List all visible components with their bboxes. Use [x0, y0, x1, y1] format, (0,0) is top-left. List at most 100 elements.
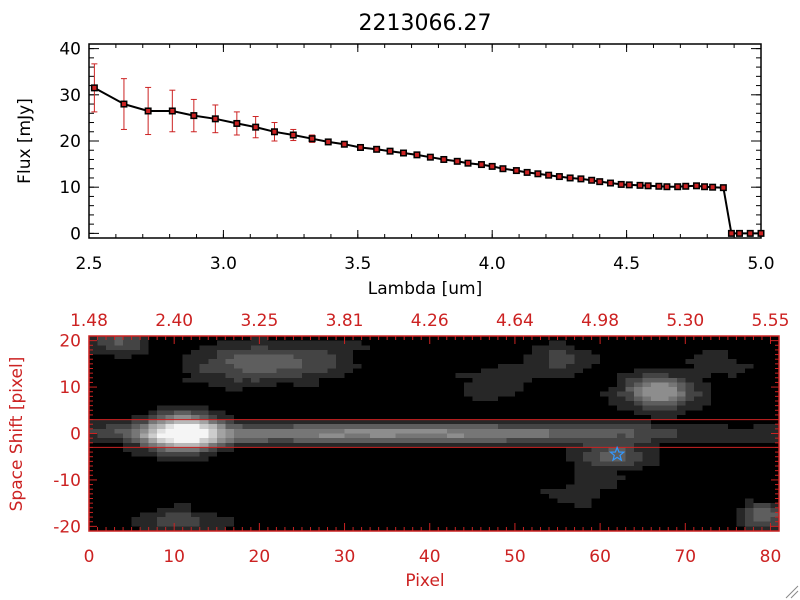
y-tick-labels: 0 10 20 30 40: [59, 40, 81, 245]
data-point-center: [646, 183, 651, 188]
aperture-lines: [89, 419, 779, 448]
data-point-center: [401, 151, 406, 156]
data-point-center: [121, 102, 126, 107]
space-shift-tick-label: -10: [53, 471, 81, 491]
pixel-axis-title: Pixel: [405, 571, 444, 591]
pixel-tick-label: 50: [504, 547, 526, 567]
data-point-center: [191, 113, 196, 118]
x-tick-label: 4.0: [479, 254, 506, 274]
wavelength-tick-label: 3.25: [240, 311, 278, 331]
data-point-center: [656, 184, 661, 189]
data-point-center: [374, 147, 379, 152]
pixel-tick-label: 80: [760, 547, 782, 567]
data-point-center: [253, 125, 258, 130]
data-point-center: [326, 139, 331, 144]
space-shift-tick-label: 0: [70, 425, 81, 445]
data-point-center: [589, 178, 594, 183]
spectral-image-plot: 0 10 20 30 40 50 60 70 80 1.48 2.40 3.25 3.81 4.26 4.…: [53, 311, 789, 567]
wavelength-tick-label: 1.48: [70, 311, 108, 331]
data-point-center: [608, 181, 613, 186]
space-shift-tick-label: 20: [59, 332, 81, 352]
data-point-center: [479, 162, 484, 167]
data-point-center: [619, 182, 624, 187]
data-point-center: [525, 170, 530, 175]
space-shift-tick-label: -20: [53, 517, 81, 537]
data-point-center: [729, 231, 734, 236]
wavelength-tick-label: 5.30: [666, 311, 704, 331]
star-icon: [608, 445, 626, 462]
wavelength-tick-label: 5.55: [752, 311, 790, 331]
y-tick-label: 30: [59, 86, 81, 106]
x-tick-label: 4.5: [613, 254, 640, 274]
data-point-center: [759, 231, 763, 236]
x-tick-label: 3.0: [210, 254, 237, 274]
data-point-center: [500, 166, 505, 171]
data-point-center: [597, 179, 602, 184]
data-point-center: [358, 145, 363, 150]
x-axis-title: Lambda [um]: [368, 279, 482, 299]
data-point-center: [710, 185, 715, 190]
data-point-center: [638, 183, 643, 188]
y-tick-label: 0: [70, 224, 81, 244]
wavelength-tick-label: 4.26: [411, 311, 449, 331]
data-point-center: [466, 161, 471, 166]
image-tick-marks: [88, 335, 780, 532]
tick-marks: [88, 44, 762, 238]
pixel-tick-label: 10: [163, 547, 185, 567]
pixel-tick-labels: 0 10 20 30 40 50 60 70 80: [84, 547, 782, 567]
y-tick-label: 40: [59, 40, 81, 60]
y-axis-title: Flux [mJy]: [15, 98, 35, 184]
wavelength-tick-label: 2.40: [155, 311, 193, 331]
data-point-center: [721, 185, 726, 190]
data-point-center: [694, 183, 699, 188]
data-point-center: [272, 129, 277, 134]
spectrum-plot: 2.5 3.0 3.5 4.0 4.5 5.0 0 10 20 30 40: [59, 40, 774, 274]
space-shift-tick-label: 10: [59, 378, 81, 398]
pixel-tick-label: 30: [334, 547, 356, 567]
data-point-center: [546, 173, 551, 178]
space-shift-tick-labels: -20 -10 0 10 20: [53, 332, 81, 538]
data-point-center: [213, 116, 218, 121]
data-point-center: [490, 164, 495, 169]
data-point-center: [627, 182, 632, 187]
pixel-tick-label: 40: [419, 547, 441, 567]
pixel-tick-label: 70: [674, 547, 696, 567]
wavelength-tick-label: 4.64: [496, 311, 534, 331]
flux-series: [90, 63, 765, 237]
data-point-center: [664, 184, 669, 189]
pixel-tick-label: 60: [589, 547, 611, 567]
pixel-tick-label: 20: [249, 547, 271, 567]
data-point-center: [342, 142, 347, 147]
resize-grip-icon[interactable]: [785, 585, 799, 599]
data-point-center: [455, 159, 460, 164]
x-tick-label: 2.5: [75, 254, 102, 274]
data-point-center: [737, 231, 742, 236]
data-point-center: [535, 171, 540, 176]
pixel-tick-label: 0: [84, 547, 95, 567]
data-point-center: [557, 174, 562, 179]
data-point-center: [748, 231, 753, 236]
wavelength-tick-labels: 1.48 2.40 3.25 3.81 4.26 4.64 4.98 5.30 5.55: [70, 311, 789, 331]
data-point-center: [702, 184, 707, 189]
data-point-center: [441, 157, 446, 162]
data-point-center: [675, 184, 680, 189]
space-shift-axis-title: Space Shift [pixel]: [7, 357, 27, 512]
x-tick-labels: 2.5 3.0 3.5 4.0 4.5 5.0: [75, 254, 774, 274]
data-point-center: [514, 168, 519, 173]
data-point-center: [170, 108, 175, 113]
y-tick-label: 10: [59, 178, 81, 198]
wavelength-tick-label: 4.98: [581, 311, 619, 331]
spectral-image: [89, 336, 779, 531]
wavelength-tick-label: 3.81: [326, 311, 364, 331]
data-point-center: [683, 184, 688, 189]
chart-title: 2213066.27: [359, 11, 492, 36]
data-point-center: [146, 108, 151, 113]
data-point-center: [428, 155, 433, 160]
x-tick-label: 5.0: [747, 254, 774, 274]
plot-frame: [88, 43, 762, 239]
data-point-center: [578, 176, 583, 181]
data-point-center: [291, 132, 296, 137]
data-point-center: [310, 136, 315, 141]
y-tick-label: 20: [59, 132, 81, 152]
